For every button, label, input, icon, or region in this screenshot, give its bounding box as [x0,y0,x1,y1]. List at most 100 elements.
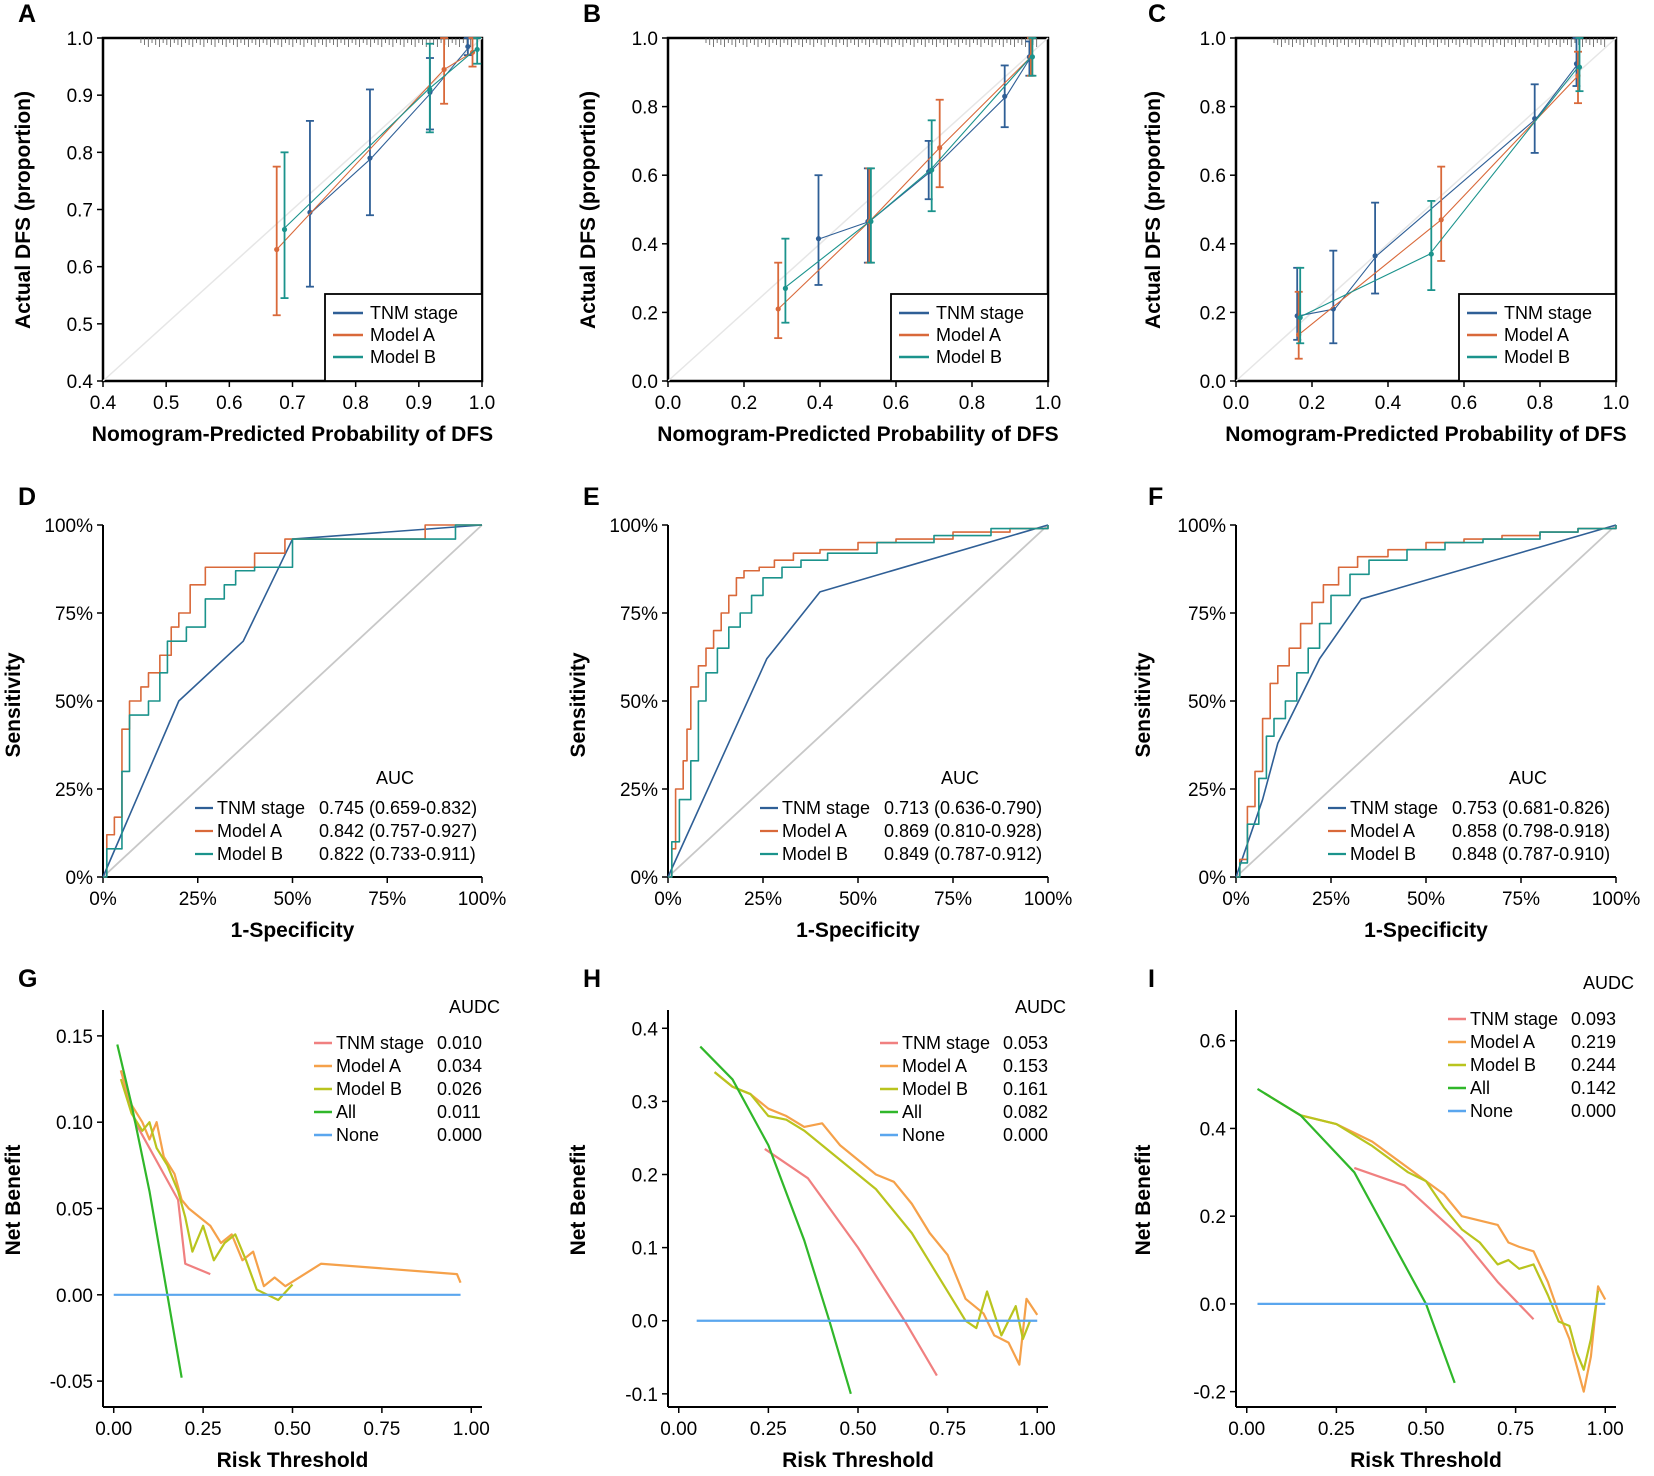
series-model-b [668,525,1049,878]
y-tick-label: 0.10 [56,1113,93,1134]
series-model-b [781,37,1037,324]
series-line [783,56,1032,289]
y-tick-label: -0.05 [50,1372,93,1393]
legend-audc: 0.011 [437,1102,481,1122]
panel-letter: I [1148,965,1155,993]
x-tick-label: 0.4 [90,393,117,414]
legend-audc: 0.161 [1003,1079,1048,1099]
legend: AUDC TNM stage 0.053 Model A 0.153 Model B 0.1… [880,997,1066,1145]
y-tick-label: 0.8 [67,143,93,164]
series-line [119,1078,294,1302]
legend: AUC TNM stage 0.753 (0.681-0.826) Model A 0.… [1328,768,1610,864]
series-tnm-stage [102,524,483,878]
legend-label: None [1470,1101,1513,1121]
y-tick-label: 0.2 [1200,1207,1226,1228]
x-tick-label: 0.6 [216,393,242,414]
x-tick-label: 0.50 [1408,1419,1445,1440]
y-tick-label: 0.4 [632,1019,659,1040]
data-point [1372,253,1378,259]
y-tick-label: 0.6 [1200,1032,1226,1053]
legend-label: TNM stage [782,798,870,818]
x-axis-label: Nomogram-Predicted Probability of DFS [92,423,493,446]
series-tnm-stage [1353,1166,1535,1321]
legend-label: Model B [902,1079,968,1099]
y-tick-label: 0.0 [1200,1295,1226,1316]
x-axis-label: 1-Specificity [796,919,920,942]
y-tick-label: 1.0 [632,29,658,50]
x-tick-label: 0.8 [959,393,985,414]
data-point [427,86,433,93]
data-point [868,218,874,225]
x-tick-label: 1.00 [1019,1419,1056,1440]
legend-title: AUC [941,768,979,788]
x-tick-label: 0% [1222,889,1250,910]
x-tick-label: 0.50 [840,1419,877,1440]
legend-label: Model A [1470,1032,1535,1052]
legend-title: AUDC [1583,973,1634,993]
y-tick-label: 0.8 [632,98,658,119]
x-tick-label: 1.0 [469,393,495,414]
series-line [1236,525,1617,878]
series-line [276,51,473,250]
legend: AUC TNM stage 0.745 (0.659-0.832) Model A 0.… [195,768,477,864]
series-tnm-stage [814,40,1034,286]
y-axis-label: Net Benefit [2,1145,25,1256]
legend-title: AUDC [449,997,500,1017]
x-tick-label: 0.00 [660,1419,697,1440]
x-tick-label: 100% [458,889,507,910]
series-model-b [1236,525,1617,878]
series-model-a [713,1071,1039,1366]
rug-marks [1273,38,1606,47]
legend-auc: 0.849 (0.787-0.912) [884,844,1042,864]
legend-label: None [336,1125,379,1145]
rug-marks [140,38,472,47]
data-point [441,66,447,73]
x-tick-label: 0.75 [363,1419,400,1440]
legend-title: AUC [376,768,414,788]
legend-audc: 0.219 [1571,1032,1616,1052]
x-tick-label: 0.5 [153,393,179,414]
panel-letter: B [583,0,601,28]
legend-auc: 0.848 (0.787-0.910) [1452,844,1610,864]
legend-label: None [902,1125,945,1145]
x-tick-label: 0% [654,889,682,910]
y-tick-label: 0.2 [632,1166,658,1187]
series-all [1256,1088,1456,1384]
panel-letter: H [583,965,601,993]
x-tick-label: 0.0 [655,393,681,414]
legend-box [1458,293,1617,382]
series-line [311,46,470,213]
legend-audc: 0.034 [437,1056,482,1076]
series-all [699,1045,852,1395]
y-tick-label: 0.2 [632,303,658,324]
legend-label: TNM stage [936,303,1024,323]
x-tick-label: 0.8 [342,393,368,414]
x-tick-label: 0.8 [1527,393,1553,414]
legend: AUDC TNM stage 0.010 Model A 0.034 Model B 0.0… [314,997,500,1145]
series-line [713,1071,1032,1341]
data-point [929,167,935,173]
legend-label: Model B [936,347,1002,367]
x-tick-label: 0% [89,889,117,910]
panel-H: H 0.00 0.25 0.50 0.75 1.00 -0.1 0.0 0.1 0.2 0.3 0.4… [567,965,1066,1472]
legend-audc: 0.000 [437,1125,482,1145]
legend-label: Model B [1350,844,1416,864]
series-line [1264,1092,1600,1371]
y-tick-label: 0.05 [56,1200,93,1221]
series-model-a [1264,1092,1607,1393]
y-axis-label: Actual DFS (proportion) [577,91,600,329]
legend-audc: 0.000 [1571,1101,1616,1121]
y-tick-label: 0.0 [1200,372,1226,393]
y-tick-label: 25% [1188,780,1226,801]
y-tick-label: 0.4 [1200,1119,1227,1140]
legend-label: Model A [902,1056,967,1076]
panel-G: G 0.00 0.25 0.50 0.75 1.00 -0.05 0.00 0.05 0.10 0.… [2,965,500,1472]
legend-box [324,293,483,382]
series-model-b [119,1078,294,1302]
x-axis-label: Risk Threshold [217,1449,369,1472]
series-model-b [713,1071,1032,1341]
x-tick-label: 50% [839,889,877,910]
legend-title: AUC [1509,768,1547,788]
x-tick-label: 0.00 [1228,1419,1265,1440]
x-tick-label: 0.00 [95,1419,132,1440]
